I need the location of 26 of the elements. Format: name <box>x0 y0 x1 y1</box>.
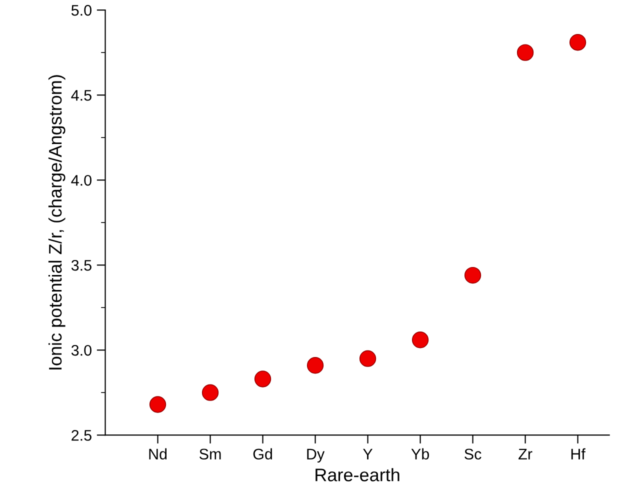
y-tick-label: 4.5 <box>71 90 92 101</box>
x-tick-label: Sc <box>464 448 482 460</box>
x-tick-label: Gd <box>253 448 272 460</box>
x-tick-label: Zr <box>518 448 532 460</box>
y-tick-label: 4.0 <box>71 174 92 186</box>
point <box>202 384 219 401</box>
x-tick-label: Hf <box>571 448 586 460</box>
point <box>516 44 534 61</box>
point <box>464 266 482 284</box>
x-tick-label: Sm <box>200 448 221 460</box>
y-tick-label: 2.5 <box>72 430 92 441</box>
point <box>569 34 586 51</box>
x-tick-label: Dy <box>307 448 325 463</box>
y-tick-label: 3.0 <box>71 344 92 356</box>
y-axis-title: Ionic potential Z/r, (charge/Angstrom) <box>48 75 66 370</box>
point <box>149 396 166 413</box>
point <box>254 370 272 388</box>
x-tick-label: Yb <box>411 448 429 460</box>
x-axis-title: Rare-earth <box>316 468 400 482</box>
point <box>306 357 324 374</box>
y-tick-label: 5.0 <box>71 4 92 16</box>
x-tick-label: Nd <box>149 448 167 460</box>
point <box>359 350 376 367</box>
y-tick-label: 3.5 <box>71 260 92 271</box>
x-tick-label: Y <box>363 448 373 460</box>
point <box>412 332 429 348</box>
